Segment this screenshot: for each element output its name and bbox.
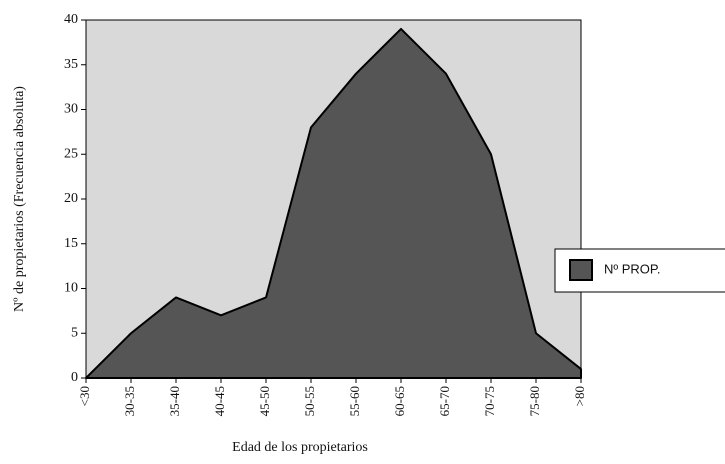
x-tick-label: 50-55 xyxy=(302,386,317,416)
x-tick-label: <30 xyxy=(77,386,92,406)
x-axis-label: Edad de los propietarios xyxy=(232,440,368,455)
x-tick-label: 60-65 xyxy=(392,386,407,416)
y-tick-label: 30 xyxy=(64,102,78,117)
area xyxy=(85,27,582,379)
x-tick-label: 35-40 xyxy=(167,386,182,416)
y-tick-label: 5 xyxy=(71,325,78,340)
legend-label: Nº PROP. xyxy=(604,261,661,276)
y-tick-label: 0 xyxy=(71,370,78,385)
y-axis-label: Nº de propietarios (Frecuencia absoluta) xyxy=(12,86,27,312)
x-tick-label: 55-60 xyxy=(347,386,362,416)
y-tick-label: 25 xyxy=(64,146,78,161)
y-tick-label: 10 xyxy=(64,281,78,296)
x-tick-label: 75-80 xyxy=(527,386,542,416)
y-tick-label: 20 xyxy=(64,191,78,206)
x-tick-label: >80 xyxy=(572,386,587,406)
x-tick-label: 70-75 xyxy=(482,386,497,416)
x-tick-label: 45-50 xyxy=(257,386,272,416)
y-tick-label: 40 xyxy=(64,12,78,27)
y-tick-label: 15 xyxy=(64,236,78,251)
x-tick-label: 65-70 xyxy=(437,386,452,416)
x-tick-label: 40-45 xyxy=(212,386,227,416)
y-tick-label: 35 xyxy=(64,57,78,72)
legend-swatch xyxy=(569,259,593,281)
legend-box xyxy=(554,248,725,293)
x-tick-label: 30-35 xyxy=(122,386,137,416)
